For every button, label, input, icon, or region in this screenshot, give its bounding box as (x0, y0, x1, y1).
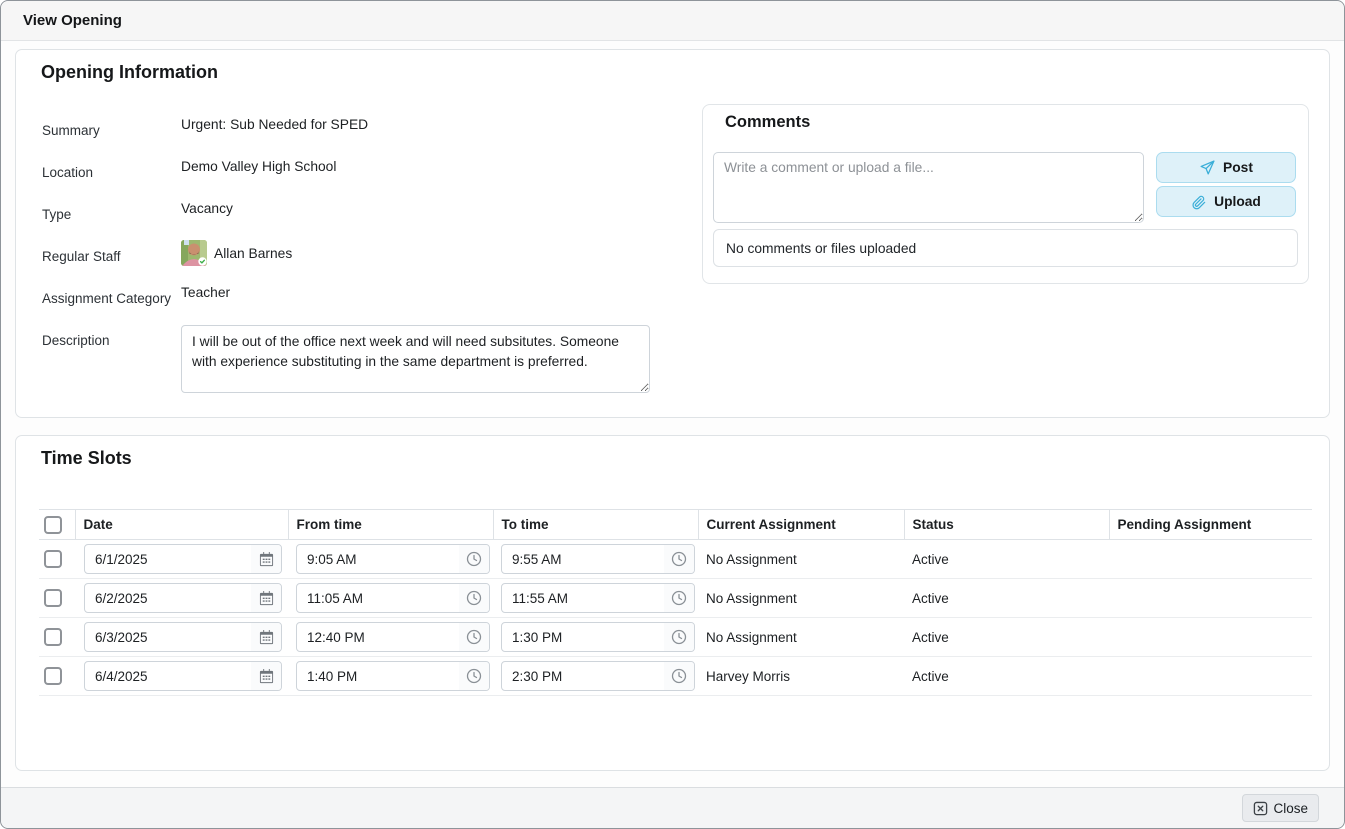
table-row: Harvey Morris Active (39, 656, 1312, 696)
column-header-current-assignment: Current Assignment (698, 509, 905, 540)
location-label: Location (42, 165, 94, 180)
current-assignment-cell: No Assignment (698, 578, 904, 618)
type-label: Type (42, 207, 72, 222)
time-slots-table: Date From time To time Current Assignmen… (39, 509, 1312, 696)
regular-staff-label: Regular Staff (42, 249, 121, 264)
comments-empty-text: No comments or files uploaded (726, 240, 917, 256)
dialog-header: View Opening (1, 1, 1344, 41)
clock-icon[interactable] (664, 545, 694, 573)
assignment-category-value: Teacher (181, 285, 231, 300)
clock-icon[interactable] (664, 584, 694, 612)
location-value: Demo Valley High School (181, 159, 337, 174)
post-button-label: Post (1223, 160, 1253, 175)
status-cell: Active (904, 539, 1109, 579)
description-label: Description (42, 333, 110, 348)
close-button-label: Close (1273, 800, 1308, 816)
upload-button[interactable]: Upload (1156, 186, 1296, 217)
dialog-body: Opening Information Summary Urgent: Sub … (1, 42, 1344, 787)
status-cell: Active (904, 617, 1109, 657)
status-cell: Active (904, 578, 1109, 618)
to-time-input[interactable] (502, 590, 664, 606)
assignment-category-label: Assignment Category (42, 291, 172, 306)
description-textarea[interactable]: I will be out of the office next week an… (181, 325, 650, 393)
table-row: No Assignment Active (39, 578, 1312, 618)
send-icon (1199, 159, 1216, 176)
pending-assignment-cell (1109, 656, 1312, 696)
post-button[interactable]: Post (1156, 152, 1296, 183)
table-header-row: Date From time To time Current Assignmen… (39, 509, 1312, 540)
calendar-icon[interactable] (251, 662, 281, 690)
date-input[interactable] (85, 629, 251, 645)
dialog-title: View Opening (23, 12, 122, 29)
dialog-footer: Close (1, 787, 1344, 828)
close-icon (1253, 801, 1268, 816)
to-time-input[interactable] (502, 629, 664, 645)
from-time-input[interactable] (297, 629, 459, 645)
regular-staff-value: Allan Barnes (181, 240, 292, 266)
comments-title: Comments (725, 113, 811, 131)
to-time-input[interactable] (502, 668, 664, 684)
row-checkbox[interactable] (44, 667, 62, 685)
calendar-icon[interactable] (251, 584, 281, 612)
date-input[interactable] (85, 551, 251, 567)
current-assignment-cell: No Assignment (698, 617, 904, 657)
from-time-input[interactable] (297, 590, 459, 606)
comments-panel: Comments Post Up (702, 104, 1309, 284)
pending-assignment-cell (1109, 539, 1312, 579)
row-checkbox[interactable] (44, 550, 62, 568)
calendar-icon[interactable] (251, 623, 281, 651)
summary-value: Urgent: Sub Needed for SPED (181, 117, 369, 132)
row-checkbox[interactable] (44, 589, 62, 607)
current-assignment-cell: No Assignment (698, 539, 904, 579)
opening-information-title: Opening Information (41, 62, 218, 82)
pending-assignment-cell (1109, 578, 1312, 618)
clock-icon[interactable] (459, 584, 489, 612)
clock-icon[interactable] (664, 623, 694, 651)
from-time-input[interactable] (297, 551, 459, 567)
column-header-pending-assignment: Pending Assignment (1109, 509, 1312, 540)
pending-assignment-cell (1109, 617, 1312, 657)
regular-staff-avatar (181, 240, 207, 266)
date-input[interactable] (85, 668, 251, 684)
close-button[interactable]: Close (1242, 794, 1319, 822)
clock-icon[interactable] (459, 545, 489, 573)
column-header-to-time: To time (493, 509, 699, 540)
column-header-from-time: From time (288, 509, 494, 540)
calendar-icon[interactable] (251, 545, 281, 573)
paperclip-icon (1191, 194, 1207, 210)
select-all-checkbox[interactable] (44, 515, 62, 534)
to-time-input[interactable] (502, 551, 664, 567)
status-cell: Active (904, 656, 1109, 696)
clock-icon[interactable] (664, 662, 694, 690)
table-row: No Assignment Active (39, 539, 1312, 579)
time-slots-card: Time Slots Date From time To time Curren… (15, 435, 1330, 771)
regular-staff-name: Allan Barnes (214, 245, 293, 261)
time-slots-title: Time Slots (41, 448, 132, 468)
opening-information-card: Opening Information Summary Urgent: Sub … (15, 49, 1330, 418)
clock-icon[interactable] (459, 662, 489, 690)
row-checkbox[interactable] (44, 628, 62, 646)
upload-button-label: Upload (1214, 194, 1261, 209)
summary-label: Summary (42, 123, 100, 138)
date-input[interactable] (85, 590, 251, 606)
from-time-input[interactable] (297, 668, 459, 684)
type-value: Vacancy (181, 201, 233, 216)
current-assignment-cell: Harvey Morris (698, 656, 904, 696)
clock-icon[interactable] (459, 623, 489, 651)
table-row: No Assignment Active (39, 617, 1312, 657)
comments-empty-state: No comments or files uploaded (713, 229, 1298, 267)
column-header-status: Status (904, 509, 1110, 540)
column-header-date: Date (75, 509, 289, 540)
comment-input[interactable] (713, 152, 1144, 223)
